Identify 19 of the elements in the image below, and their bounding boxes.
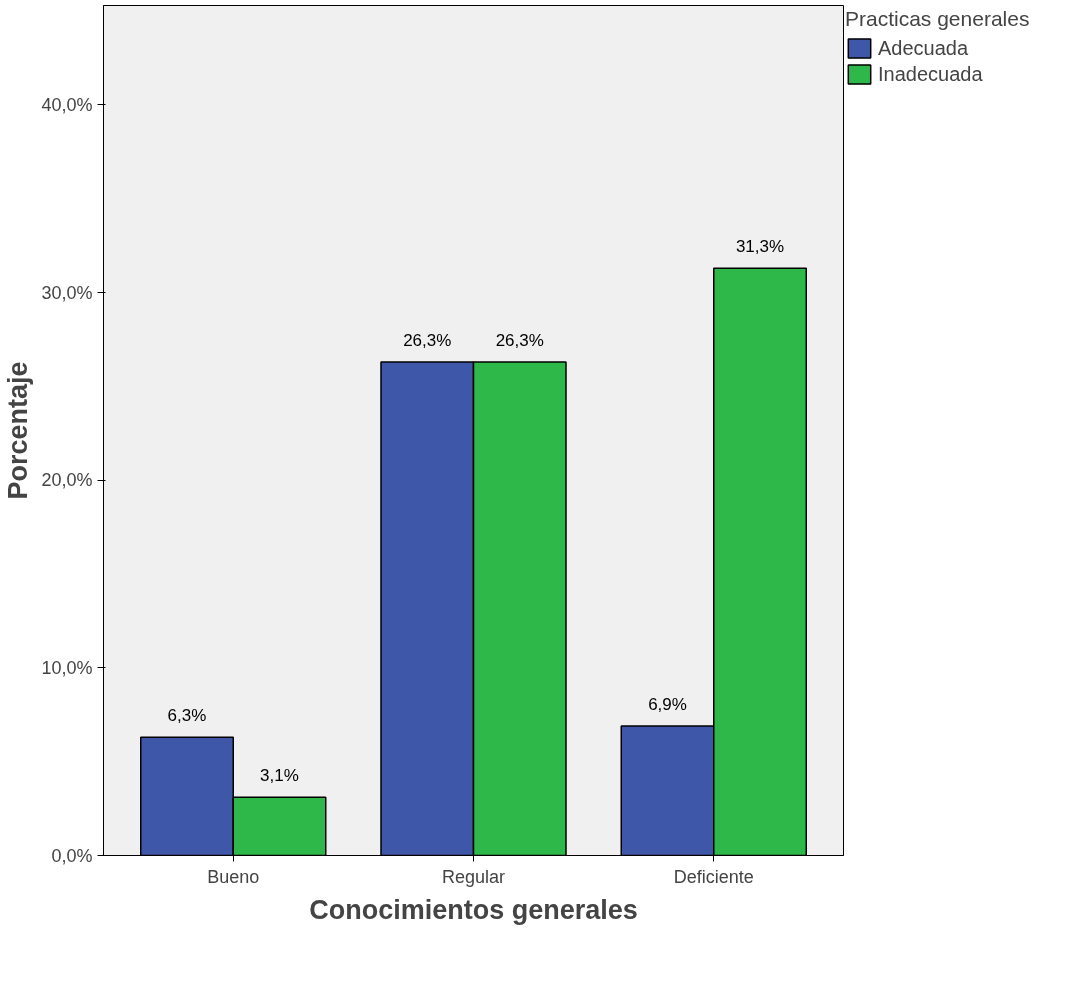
x-axis-title: Conocimientos generales <box>309 894 638 925</box>
legend-title: Practicas generales <box>845 7 1030 31</box>
data-label: 26,3% <box>403 331 452 351</box>
y-tick-label: 40,0% <box>41 94 93 115</box>
data-label: 6,9% <box>648 695 687 715</box>
y-axis-title: Porcentaje <box>3 361 34 500</box>
data-label: 26,3% <box>495 331 544 351</box>
legend-label: Inadecuada <box>878 62 983 86</box>
y-tick-label: 20,0% <box>41 470 93 491</box>
x-tick-label: Regular <box>441 866 506 887</box>
legend-label: Adecuada <box>878 36 969 60</box>
y-tick-label: 10,0% <box>41 657 93 678</box>
y-tick-label: 30,0% <box>41 282 93 303</box>
x-tick-label: Bueno <box>207 866 260 887</box>
y-tick-label: 0,0% <box>51 845 93 866</box>
data-label: 6,3% <box>167 706 207 726</box>
data-label: 3,1% <box>260 766 299 786</box>
data-label: 31,3% <box>735 237 785 257</box>
x-tick-label: Deficiente <box>673 866 754 887</box>
